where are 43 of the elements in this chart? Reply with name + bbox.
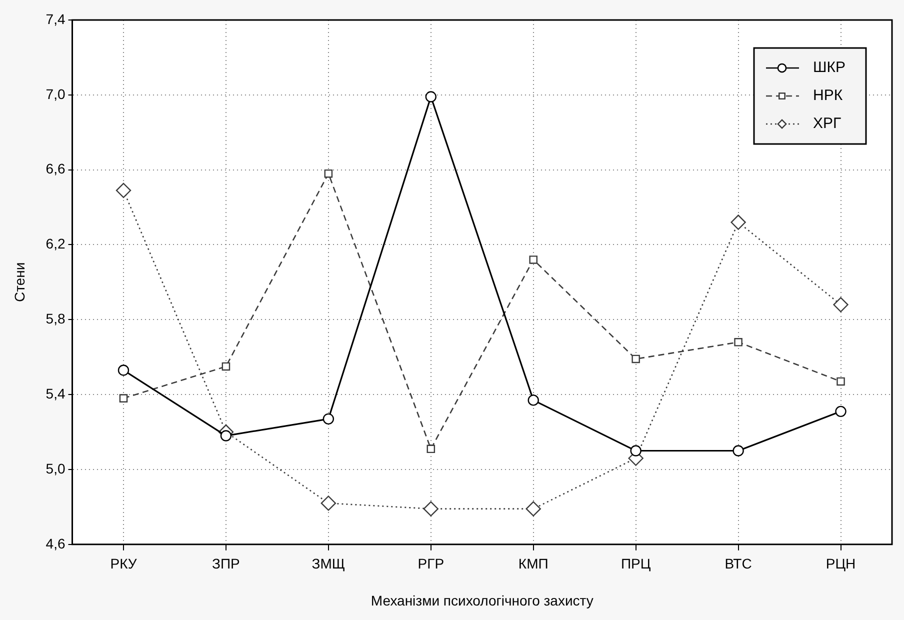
point	[423, 501, 438, 516]
legend-label: ХРГ	[813, 115, 842, 132]
point	[630, 445, 642, 456]
point	[116, 182, 132, 198]
legend-label: ШКР	[813, 59, 846, 76]
x-tick-label: РКУ	[110, 556, 137, 572]
x-tick-label: ПРЦ	[620, 556, 652, 572]
point	[529, 256, 538, 264]
y-tick-label: 5,4	[46, 385, 66, 402]
y-tick-label: 4,6	[46, 535, 66, 552]
point	[835, 406, 846, 418]
point	[222, 362, 230, 371]
point	[526, 501, 541, 516]
point	[119, 394, 128, 402]
point	[836, 377, 845, 386]
y-tick-label: 7,0	[46, 86, 66, 102]
point	[426, 444, 436, 454]
y-axis-title: Стени	[11, 262, 28, 302]
point	[833, 297, 848, 312]
point	[734, 338, 742, 346]
y-tick-label: 6,6	[46, 160, 66, 177]
y-tick-label: 7,4	[46, 10, 66, 27]
y-tick-label: 6,2	[46, 236, 66, 252]
x-axis-title: Механізми психологічного захисту	[370, 592, 594, 608]
point	[220, 430, 232, 442]
legend-label: НРК	[813, 87, 843, 104]
x-tick-label: РЦН	[826, 556, 856, 572]
point	[324, 169, 333, 178]
x-tick-label: КМП	[518, 556, 548, 572]
y-tick-label: 5,0	[46, 460, 66, 476]
point	[320, 496, 336, 511]
point	[528, 394, 539, 406]
point	[118, 364, 130, 376]
x-tick-label: ЗМЩ	[312, 556, 346, 572]
x-tick-label: ЗПР	[212, 556, 240, 572]
point	[322, 413, 334, 425]
y-tick-label: 5,8	[46, 310, 66, 327]
point	[632, 354, 640, 364]
point	[425, 91, 436, 102]
x-tick-label: РГР	[418, 556, 444, 572]
point	[730, 214, 746, 230]
x-tick-label: ВТС	[724, 556, 752, 572]
point	[732, 445, 744, 456]
